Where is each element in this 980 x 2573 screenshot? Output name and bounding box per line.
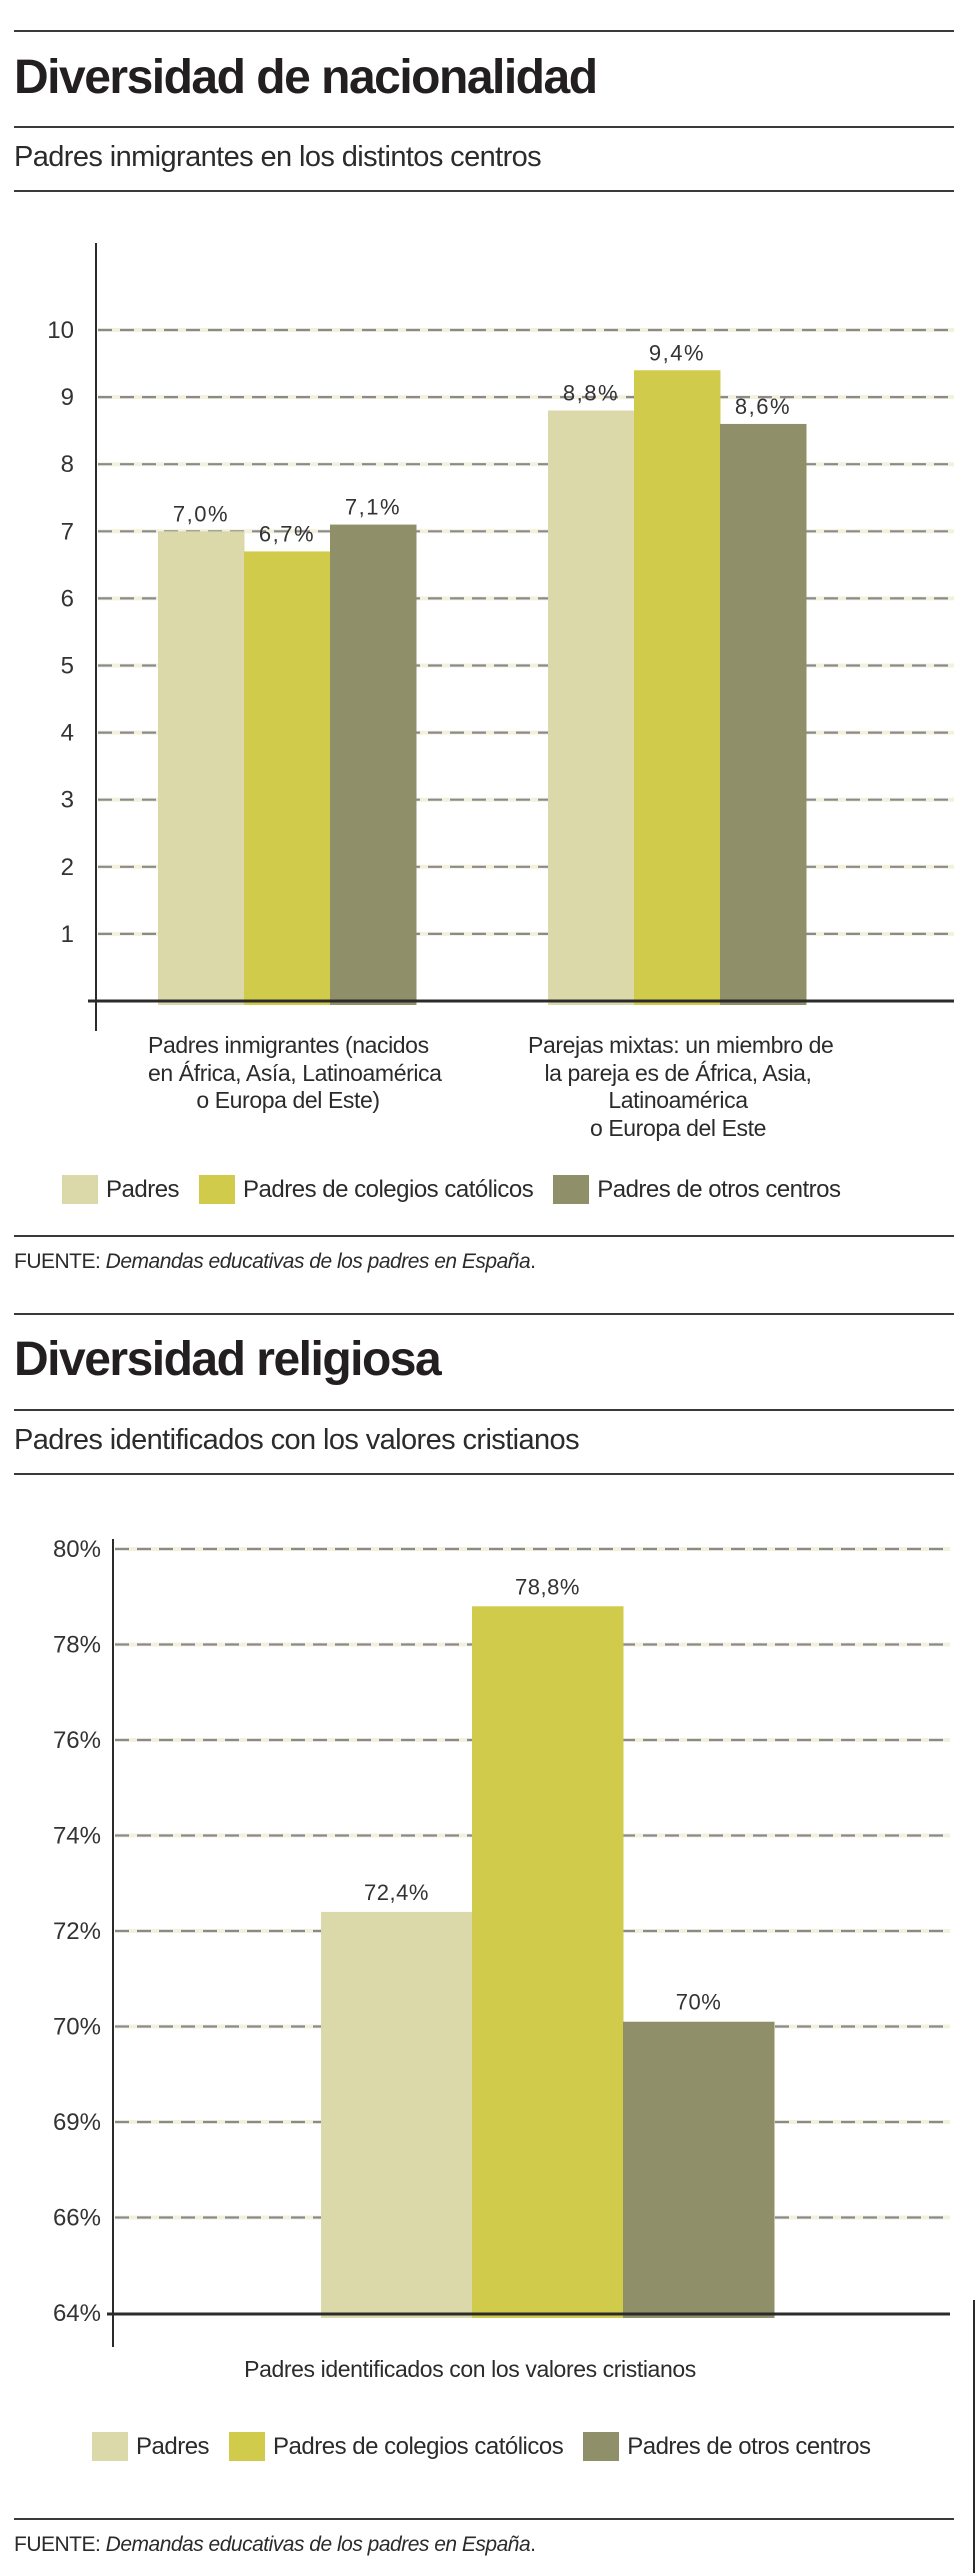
x-label-line: la pareja es de África, Asia, xyxy=(544,1059,812,1086)
bar-padres xyxy=(548,410,635,1005)
title-rule xyxy=(14,1409,954,1411)
x-category-label: Parejas mixtas: un miembro de la pareja e… xyxy=(528,1032,834,1142)
bar-padres xyxy=(321,1911,473,2318)
y-tick-label: 64% xyxy=(53,2300,101,2327)
bar-otros xyxy=(720,423,807,1005)
legend-item-padres: Padres xyxy=(62,1175,180,1204)
x-label-line: Parejas mixtas: un miembro de xyxy=(528,1032,834,1058)
y-tick-label: 70% xyxy=(53,2014,101,2041)
data-label: 78,8% xyxy=(515,1574,580,1599)
y-tick-label: 4 xyxy=(61,720,74,747)
bar-otros xyxy=(330,524,417,1005)
legend-swatch xyxy=(553,1175,590,1204)
legend-item-padres: Padres xyxy=(92,2432,210,2461)
section1-subtitle: Padres inmigrantes en los distintos cent… xyxy=(14,141,542,173)
legend-label: Padres de colegios católicos xyxy=(273,2432,564,2460)
y-tick-label: 69% xyxy=(53,2109,101,2136)
legend-swatch xyxy=(62,1175,98,1204)
legend-item-otros: Padres de otros centros xyxy=(553,1175,841,1204)
nationality-bar-chart: 1 2 3 4 5 6 7 8 9 10 7,0% 6,7% 7,1% 8,8% 9,4% 8,6% xyxy=(47,243,954,1031)
chart1-legend: Padres Padres de colegios católicos Padres… xyxy=(62,1175,861,1204)
religion-bar-chart: 64% 66% 69% 70% 72% 74% 76% 78% 80% 72,4% 78,8% 70% xyxy=(53,1536,950,2347)
x-label-line: Padres identificados con los valores cri… xyxy=(244,2356,696,2382)
section2-title: Diversidad religiosa xyxy=(14,1333,442,1386)
y-tick-label: 10 xyxy=(47,317,74,344)
section2-subtitle: Padres identificados con los valores cri… xyxy=(14,1424,580,1456)
data-label: 7,1% xyxy=(345,495,401,520)
y-tick-label: 72% xyxy=(53,1918,101,1945)
x-label-line: Padres inmigrantes (nacidos xyxy=(148,1032,429,1058)
legend-swatch xyxy=(92,2432,128,2461)
x-category-label: Padres identificados con los valores cri… xyxy=(180,2356,760,2384)
subtitle-rule xyxy=(14,1473,954,1475)
source-prefix: FUENTE: xyxy=(14,2533,106,2556)
source-suffix: . xyxy=(530,1250,536,1273)
x-label-line: o Europa del Este) xyxy=(196,1087,380,1113)
top-rule xyxy=(14,30,954,32)
x-category-label: Padres inmigrantes (nacidos en África, As… xyxy=(148,1032,442,1115)
data-label: 8,8% xyxy=(563,381,619,406)
legend-label: Padres xyxy=(106,1175,180,1203)
section1-source: FUENTE: Demandas educativas de los padre… xyxy=(14,1250,536,1273)
legend-label: Padres xyxy=(136,2432,210,2460)
legend-label: Padres de otros centros xyxy=(627,2432,871,2460)
y-tick-label: 1 xyxy=(61,921,74,948)
bar-catolicos xyxy=(244,551,331,1005)
y-tick-label: 2 xyxy=(61,854,74,881)
source-rule xyxy=(14,1235,954,1237)
legend-label: Padres de colegios católicos xyxy=(243,1175,534,1203)
y-tick-label: 74% xyxy=(53,1823,101,1850)
legend-swatch xyxy=(583,2432,620,2461)
data-label: 7,0% xyxy=(173,501,229,526)
legend-swatch xyxy=(199,1175,236,1204)
legend-label: Padres de otros centros xyxy=(597,1175,841,1203)
y-tick-label: 7 xyxy=(61,518,74,545)
bar-catolicos xyxy=(634,370,721,1005)
y-tick-label: 5 xyxy=(61,653,74,680)
y-tick-label: 66% xyxy=(53,2205,101,2232)
bar-padres xyxy=(158,531,245,1005)
x-label-line: en África, Asía, Latinoamérica xyxy=(148,1059,442,1086)
source-title: Demandas educativas de los padres en Esp… xyxy=(105,2533,531,2556)
source-title: Demandas educativas de los padres en Esp… xyxy=(105,1250,531,1273)
x-label-line: Latinoamérica xyxy=(608,1087,748,1113)
y-tick-label: 6 xyxy=(61,585,74,612)
section-rule xyxy=(14,1313,954,1315)
data-label: 72,4% xyxy=(364,1880,429,1905)
y-tick-label: 78% xyxy=(53,1632,101,1659)
legend-item-catolicos: Padres de colegios católicos xyxy=(199,1175,534,1204)
data-label: 9,4% xyxy=(649,340,705,365)
source-suffix: . xyxy=(530,2533,536,2556)
source-rule xyxy=(14,2518,954,2520)
title-rule xyxy=(14,126,954,128)
x-label-line: o Europa del Este xyxy=(589,1114,767,1141)
legend-item-otros: Padres de otros centros xyxy=(583,2432,871,2461)
section2-source: FUENTE: Demandas educativas de los padre… xyxy=(14,2533,536,2556)
y-tick-label: 80% xyxy=(53,1536,101,1563)
bar-otros xyxy=(623,2021,775,2318)
y-tick-label: 8 xyxy=(61,451,74,478)
section1-title: Diversidad de nacionalidad xyxy=(14,51,598,104)
data-label: 70% xyxy=(676,1990,722,2015)
source-prefix: FUENTE: xyxy=(14,1250,106,1273)
chart2-legend: Padres Padres de colegios católicos Padres… xyxy=(92,2432,891,2461)
y-tick-label: 9 xyxy=(61,384,74,411)
subtitle-rule xyxy=(14,190,954,192)
y-tick-label: 3 xyxy=(61,787,74,814)
page-edge-line xyxy=(973,2300,975,2573)
data-label: 6,7% xyxy=(259,521,315,546)
legend-item-catolicos: Padres de colegios católicos xyxy=(229,2432,564,2461)
bar-catolicos xyxy=(472,1606,624,2318)
legend-swatch xyxy=(229,2432,266,2461)
data-label: 8,6% xyxy=(735,394,791,419)
y-tick-label: 76% xyxy=(53,1727,101,1754)
